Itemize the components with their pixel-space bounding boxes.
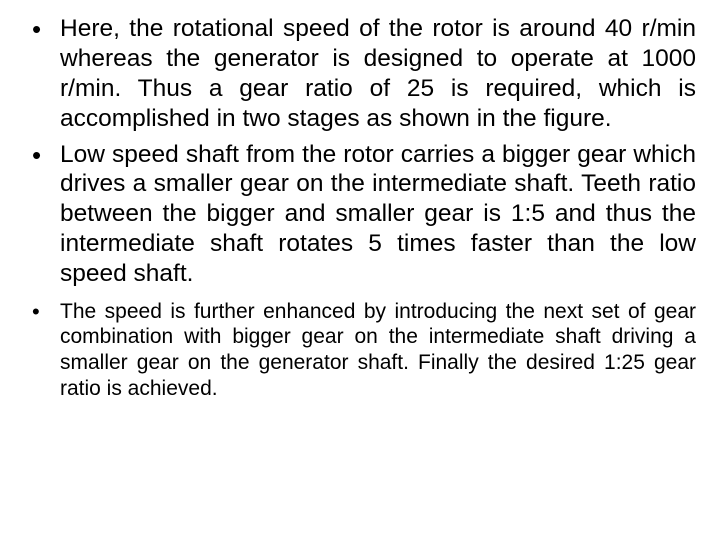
bullet-item-3: The speed is further enhanced by introdu… — [24, 299, 696, 401]
bullet-text-3: The speed is further enhanced by introdu… — [60, 300, 696, 400]
bullet-text-1: Here, the rotational speed of the rotor … — [60, 15, 696, 132]
bullet-item-1: Here, the rotational speed of the rotor … — [24, 14, 696, 134]
bullet-text-2: Low speed shaft from the rotor carries a… — [60, 141, 696, 288]
bullet-list: Here, the rotational speed of the rotor … — [24, 14, 696, 401]
bullet-item-2: Low speed shaft from the rotor carries a… — [24, 140, 696, 289]
